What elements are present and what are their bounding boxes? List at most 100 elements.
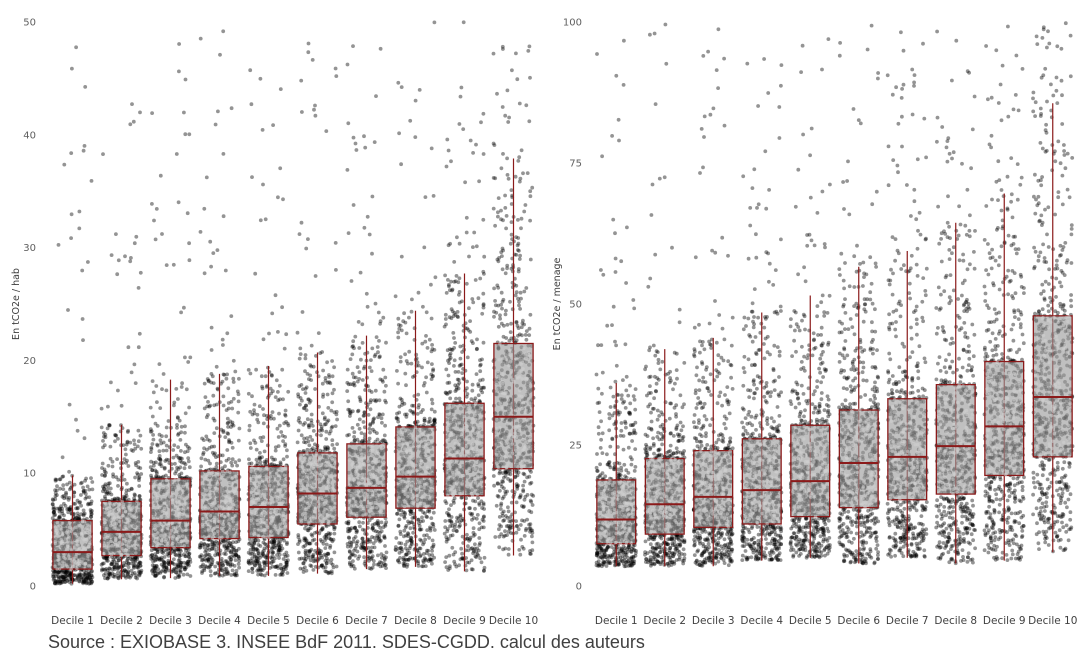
scatter-point [187,258,192,263]
scatter-point [320,381,325,386]
scatter-point [187,405,192,410]
scatter-point [306,41,311,46]
scatter-point [58,579,63,584]
scatter-point [378,46,383,51]
y-tick-label: 50 [23,18,36,29]
box-point [299,453,303,458]
scatter-point [171,448,176,452]
box-point [53,539,57,544]
scatter-point [304,568,309,573]
scatter-point [298,566,303,571]
scatter-point [56,576,61,581]
box-point [72,564,76,568]
box-point [56,531,60,536]
scatter-point [82,575,87,579]
box-point [163,539,167,543]
box-point [269,521,273,525]
scatter-point [329,571,334,576]
scatter-point [355,365,360,370]
box-point [261,517,265,521]
scatter-point [257,561,262,565]
box-point [221,528,225,533]
scatter-point [103,571,108,576]
box-point [206,522,210,526]
scatter-point [84,581,89,586]
scatter-point [334,74,339,78]
scatter-point [62,580,67,584]
box-point [264,474,268,478]
scatter-point [246,569,251,573]
box-point [215,524,220,529]
scatter-point [332,365,336,370]
scatter-point [284,560,288,565]
box-point [112,522,117,526]
scatter-point [81,485,85,490]
scatter-point [309,343,314,348]
scatter-point [325,360,329,365]
box-point [118,535,122,539]
box-point [221,522,225,527]
scatter-point [123,574,127,578]
scatter-point [150,111,155,115]
scatter-point [230,420,235,425]
scatter-point [162,575,166,580]
scatter-point [157,432,162,437]
scatter-point [72,482,77,487]
scatter-point [261,407,265,411]
box-point [153,532,157,537]
box-point [255,518,259,522]
box-point [318,457,322,462]
box-point [256,467,260,471]
scatter-point [301,449,306,453]
scatter-point [258,456,262,461]
scatter-point [137,572,142,577]
scatter-point [75,506,80,511]
scatter-point [319,528,323,533]
scatter-point [326,406,331,410]
scatter-point [139,446,144,451]
scatter-point [160,387,164,391]
scatter-point [237,565,242,570]
scatter-point [308,563,313,568]
scatter-point [87,574,92,579]
scatter-point [51,507,56,511]
box-point [64,563,68,567]
scatter-point [78,568,83,573]
scatter-point [249,102,254,107]
box-point [250,466,254,470]
box-point [280,521,285,525]
scatter-point [132,362,137,367]
scatter-point [246,368,251,372]
scatter-point [312,107,316,112]
scatter-point [136,472,140,477]
scatter-point [297,557,302,561]
scatter-point [297,356,302,361]
scatter-point [60,511,65,516]
box-point [122,549,126,553]
scatter-point [84,577,88,581]
box-point [231,520,235,524]
box-point [83,561,88,566]
scatter-point [87,495,92,500]
box-point [170,521,175,525]
scatter-point [313,549,317,553]
box-point [83,548,87,552]
scatter-point [318,538,323,542]
scatter-point [130,102,134,106]
scatter-point [137,484,142,488]
scatter-point [62,501,66,506]
box-point [168,532,172,536]
scatter-point [153,573,158,578]
scatter-point [89,510,93,514]
scatter-point [214,364,219,369]
box-point [303,511,308,516]
scatter-point [183,77,188,82]
box-point [123,524,127,529]
scatter-point [274,378,279,383]
box-point [179,496,183,500]
scatter-point [301,544,306,549]
scatter-point [149,473,153,478]
scatter-point [280,367,285,372]
scatter-point [200,436,205,441]
box-point [86,554,90,559]
